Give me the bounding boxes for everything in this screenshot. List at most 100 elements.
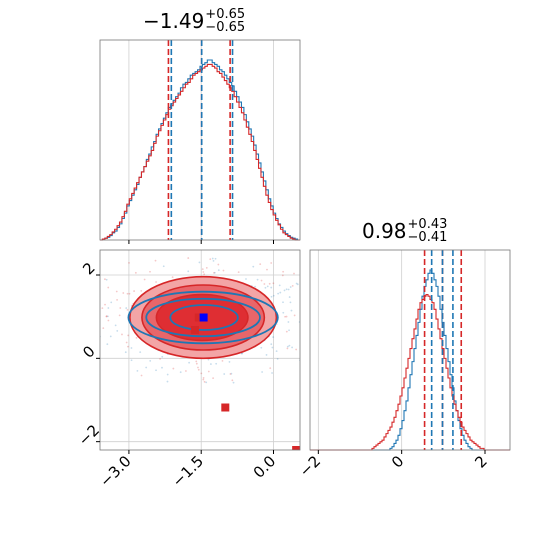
sample-point-63	[86, 295, 88, 297]
sample-point-172	[121, 333, 123, 336]
sample-point-33	[126, 308, 129, 311]
sample-point-156	[217, 263, 220, 266]
sample-point-209	[285, 315, 288, 318]
sample-point-99	[265, 354, 268, 356]
sample-point-128	[119, 307, 122, 309]
tick-label-y-2d-2: 2	[79, 259, 98, 278]
sample-point-55	[77, 316, 79, 318]
tick-label-x-2d-2: 0.0	[250, 452, 280, 482]
sample-point-217	[212, 377, 215, 380]
sample-point-64	[289, 301, 292, 304]
title-errors-1: +0.43 −0.41	[408, 218, 448, 244]
sample-point-126	[104, 303, 106, 306]
title-minus-0: −0.65	[205, 20, 246, 35]
sample-point-191	[203, 380, 206, 383]
sample-point-52	[116, 298, 118, 301]
title-plus-1: +0.43	[407, 217, 448, 232]
sample-point-179	[245, 278, 247, 280]
title-value-1: 0.98	[362, 219, 407, 243]
title-minus-1: −0.41	[407, 230, 448, 245]
frame-2d	[99, 249, 301, 451]
sample-point-10	[161, 355, 164, 358]
sample-point-21	[105, 315, 108, 318]
scatter-inner	[77, 250, 326, 450]
sample-point-127	[159, 358, 161, 360]
sample-point-5	[212, 259, 215, 262]
contour-a-level-2	[169, 304, 239, 331]
sample-point-160	[285, 330, 288, 333]
sample-point-12	[116, 330, 119, 332]
sample-point-26	[200, 372, 203, 375]
tick-label-p1-2: 2	[471, 452, 490, 471]
sample-point-75	[201, 268, 204, 271]
sample-point-97	[260, 279, 263, 282]
sample-point-6	[109, 335, 112, 338]
sample-point-211	[260, 346, 263, 349]
sample-point-35	[266, 268, 268, 271]
sample-point-196	[221, 359, 224, 362]
sample-point-169	[154, 259, 157, 262]
sample-point-102	[128, 261, 130, 264]
sample-point-216	[107, 319, 110, 322]
sample-point-195	[287, 321, 290, 323]
sample-point-190	[134, 271, 137, 274]
sample-point-94	[268, 282, 271, 285]
frame-p0	[99, 39, 301, 241]
sample-point-177	[256, 278, 259, 281]
sample-point-215	[272, 336, 275, 338]
marker-b-3	[292, 446, 300, 450]
sample-point-193	[166, 380, 169, 383]
sample-point-29	[195, 360, 198, 363]
title-param-1: 0.98 +0.43 −0.41	[362, 218, 447, 244]
title-value-0: −1.49	[143, 9, 205, 33]
sample-point-54	[293, 272, 295, 275]
sample-point-175	[232, 381, 235, 384]
hist-series-a-param-0	[100, 59, 300, 241]
sample-point-13	[215, 362, 218, 365]
sample-point-28	[222, 269, 225, 272]
sample-point-136	[188, 361, 191, 364]
sample-point-56	[78, 299, 80, 301]
sample-point-115	[162, 265, 165, 268]
sample-point-32	[84, 299, 86, 301]
title-param-0: −1.49 +0.65 −0.65	[143, 8, 245, 34]
sample-point-163	[207, 370, 210, 373]
sample-point-87	[185, 370, 187, 372]
sample-point-194	[291, 284, 294, 287]
sample-point-85	[314, 337, 316, 339]
sample-point-161	[145, 366, 148, 369]
contour-a-level-0	[127, 290, 279, 345]
sample-point-173	[202, 378, 205, 381]
sample-point-199	[269, 367, 272, 370]
sample-point-79	[217, 269, 220, 272]
sample-point-83	[118, 314, 121, 317]
sample-point-203	[284, 315, 286, 318]
sample-point-8	[272, 282, 275, 285]
sample-point-9	[237, 271, 240, 274]
sample-point-116	[139, 351, 142, 354]
sample-point-74	[270, 295, 273, 298]
sample-point-57	[115, 290, 118, 293]
sample-point-142	[295, 348, 298, 351]
sample-point-3	[128, 292, 131, 295]
sample-point-110	[277, 292, 280, 295]
sample-point-162	[263, 283, 266, 285]
sample-point-82	[155, 281, 157, 283]
hist-series-b-param-1	[310, 293, 510, 451]
sample-point-118	[155, 369, 157, 372]
sample-point-73	[94, 285, 96, 287]
sample-point-30	[293, 314, 296, 317]
title-errors-0: +0.65 −0.65	[205, 8, 245, 34]
sample-point-69	[140, 289, 143, 292]
sample-point-93	[149, 270, 151, 273]
frame-p1	[309, 249, 511, 451]
sample-point-89	[270, 262, 273, 264]
sample-point-167	[202, 271, 205, 273]
sample-point-205	[286, 347, 289, 350]
sample-point-122	[279, 291, 282, 294]
sample-point-144	[259, 263, 262, 266]
sample-point-213	[288, 296, 291, 298]
sample-point-86	[272, 294, 275, 297]
sample-point-113	[324, 319, 326, 321]
sample-point-98	[205, 381, 208, 384]
